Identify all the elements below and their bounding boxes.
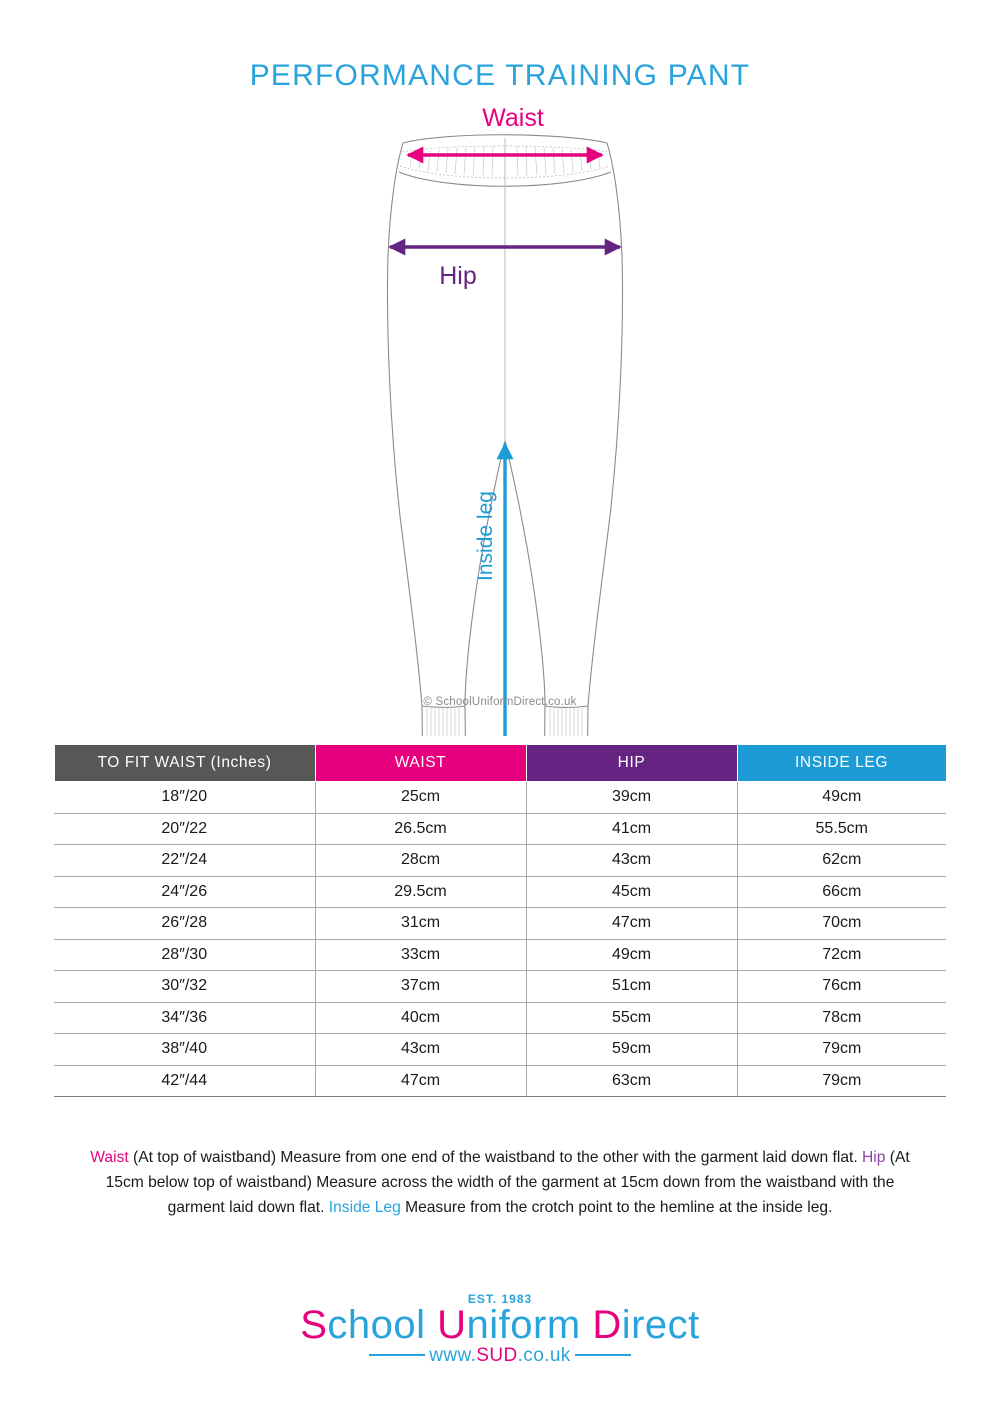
table-row: 30″/32 37cm 51cm 76cm — [54, 970, 946, 1003]
waist-label: Waist — [482, 104, 544, 132]
column-header-waist: WAIST — [314, 744, 527, 782]
cell-leg: 66cm — [737, 876, 946, 908]
table-row: 22″/24 28cm 43cm 62cm — [54, 844, 946, 877]
column-header-hip: HIP — [525, 744, 738, 782]
cell-hip: 47cm — [526, 907, 738, 940]
cell-hip: 49cm — [526, 939, 738, 971]
cell-waist: 28cm — [315, 844, 527, 877]
copyright-notice: © SchoolUniformDirect.co.uk — [423, 696, 577, 708]
cell-hip: 45cm — [526, 876, 738, 908]
cell-leg: 76cm — [737, 970, 946, 1003]
url-www: www. — [429, 1345, 477, 1366]
waist-keyword: Waist — [90, 1149, 129, 1166]
cell-to-fit-waist: 22″/24 — [54, 844, 316, 877]
brand-letter-s: S — [300, 1303, 328, 1347]
table-row: 34″/36 40cm 55cm 78cm — [54, 1002, 946, 1034]
inside-leg-keyword: Inside Leg — [328, 1199, 401, 1216]
cell-leg: 79cm — [737, 1033, 946, 1066]
brand-name: School Uniform Direct — [0, 1302, 1000, 1348]
table-row: 38″/40 43cm 59cm 79cm — [54, 1033, 946, 1066]
pant-illustration: Waist Hip Inside leg — [386, 104, 624, 736]
cell-to-fit-waist: 18″/20 — [54, 781, 316, 814]
waist-instruction-text: (At top of waistband) Measure from one e… — [128, 1149, 863, 1166]
cell-waist: 43cm — [315, 1033, 527, 1066]
table-row: 42″/44 47cm 63cm 79cm — [54, 1065, 946, 1097]
cell-hip: 51cm — [526, 970, 738, 1003]
logo-rule-right — [574, 1354, 631, 1356]
column-header-inside-leg: INSIDE LEG — [736, 744, 947, 782]
inside-leg-label: Inside leg — [474, 491, 497, 581]
cell-to-fit-waist: 26″/28 — [54, 907, 316, 940]
cell-hip: 63cm — [526, 1065, 738, 1097]
page-title: PERFORMANCE TRAINING PANT — [249, 59, 751, 92]
column-header-to-fit-waist: TO FIT WAIST (Inches) — [53, 744, 316, 782]
cell-leg: 72cm — [737, 939, 946, 971]
brand-word-chool: chool — [327, 1303, 426, 1347]
cell-leg: 79cm — [737, 1065, 946, 1097]
cell-waist: 25cm — [315, 781, 527, 814]
hip-label: Hip — [439, 262, 477, 290]
cell-waist: 40cm — [315, 1002, 527, 1034]
hip-instruction-text: (At 15cm below top of waistband) Measure… — [105, 1149, 910, 1216]
pant-diagram: Waist Hip Inside leg © SchoolUniformDire… — [0, 96, 1000, 736]
cell-leg: 62cm — [737, 844, 946, 877]
url-tld: .co.uk — [517, 1345, 571, 1366]
established-year: EST. 1983 — [467, 1292, 533, 1306]
inside-leg-instruction-text: Measure from the crotch point to the hem… — [400, 1199, 833, 1216]
table-row: 28″/30 33cm 49cm 72cm — [54, 939, 946, 971]
cell-waist: 31cm — [315, 907, 527, 940]
cell-to-fit-waist: 38″/40 — [54, 1033, 316, 1066]
measurement-instructions: Waist (At top of waistband) Measure from… — [90, 1145, 910, 1220]
cell-to-fit-waist: 28″/30 — [54, 939, 316, 971]
logo-rule-left — [369, 1354, 426, 1356]
cell-to-fit-waist: 30″/32 — [54, 970, 316, 1003]
cell-waist: 26.5cm — [315, 813, 527, 845]
cell-waist: 37cm — [315, 970, 527, 1003]
cell-hip: 41cm — [526, 813, 738, 845]
cell-to-fit-waist: 24″/26 — [54, 876, 316, 908]
brand-word-irect: irect — [621, 1303, 700, 1347]
table-header-row: TO FIT WAIST (Inches) WAIST HIP INSIDE L… — [53, 744, 947, 782]
cell-hip: 55cm — [526, 1002, 738, 1034]
cell-to-fit-waist: 20″/22 — [54, 813, 316, 845]
brand-letter-u: U — [437, 1303, 467, 1347]
cell-to-fit-waist: 34″/36 — [54, 1002, 316, 1034]
cell-hip: 43cm — [526, 844, 738, 877]
cell-hip: 39cm — [526, 781, 738, 814]
table-row: 18″/20 25cm 39cm 49cm — [54, 781, 946, 814]
cell-leg: 49cm — [737, 781, 946, 814]
brand-logo[interactable]: EST. 1983 School Uniform Direct www.SUD.… — [0, 1292, 1000, 1366]
cell-leg: 55.5cm — [737, 813, 946, 845]
cell-leg: 78cm — [737, 1002, 946, 1034]
table-row: 20″/22 26.5cm 41cm 55.5cm — [54, 813, 946, 845]
cell-to-fit-waist: 42″/44 — [54, 1065, 316, 1097]
cell-leg: 70cm — [737, 907, 946, 940]
brand-word-niform: niform — [466, 1303, 581, 1347]
cell-waist: 33cm — [315, 939, 527, 971]
table-row: 24″/26 29.5cm 45cm 66cm — [54, 876, 946, 908]
cell-waist: 47cm — [315, 1065, 527, 1097]
brand-letter-d: D — [592, 1303, 622, 1347]
cell-hip: 59cm — [526, 1033, 738, 1066]
hip-keyword: Hip — [862, 1149, 886, 1166]
brand-website[interactable]: www.SUD.co.uk — [369, 1345, 631, 1366]
cell-waist: 29.5cm — [315, 876, 527, 908]
table-row: 26″/28 31cm 47cm 70cm — [54, 907, 946, 940]
size-chart-table: TO FIT WAIST (Inches) WAIST HIP INSIDE L… — [53, 744, 947, 1097]
url-sud: SUD — [476, 1345, 518, 1366]
